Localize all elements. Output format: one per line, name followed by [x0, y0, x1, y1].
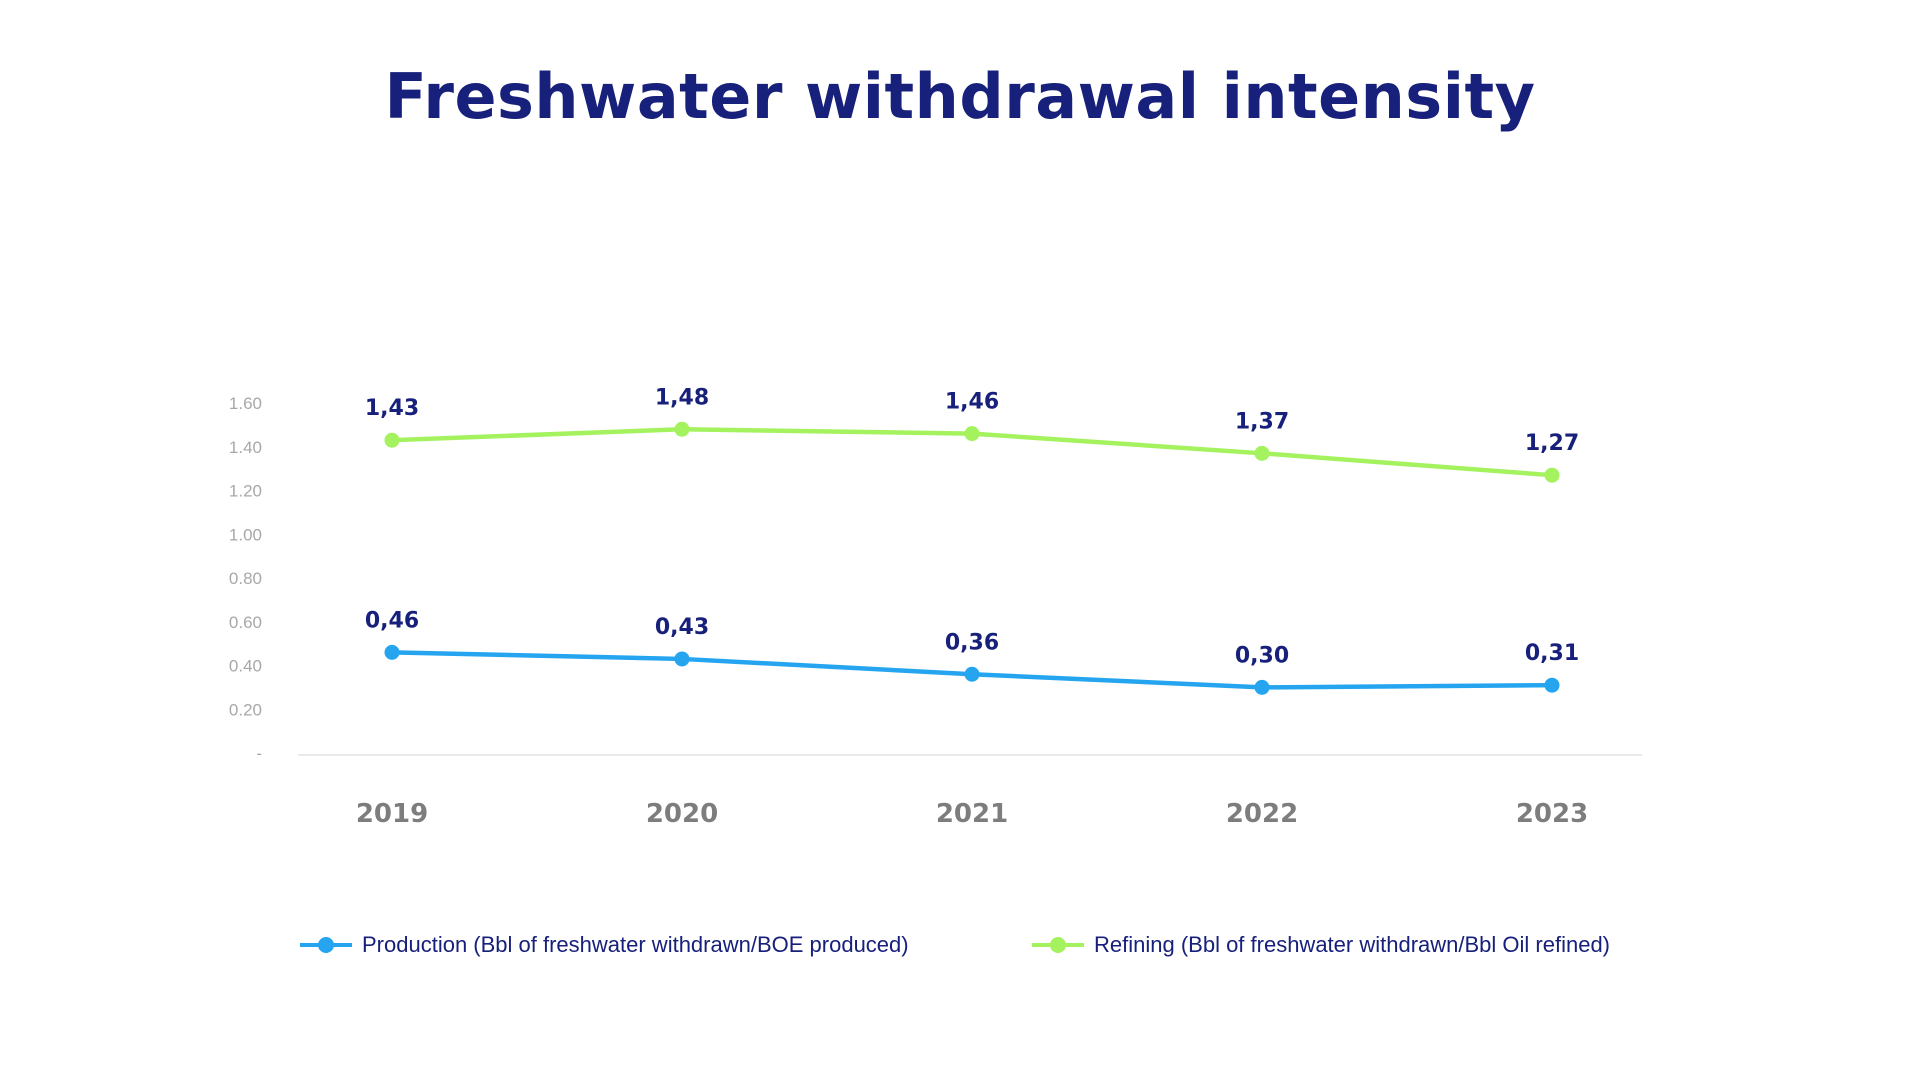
data-label-production: 0,30 [1235, 643, 1289, 668]
legend-refining: Refining (Bbl of freshwater withdrawn/Bb… [1032, 930, 1610, 960]
data-label-refining: 1,27 [1525, 431, 1579, 456]
y-tick-label: 1.20 [229, 482, 262, 501]
y-tick-label: 0.20 [229, 700, 262, 719]
x-tick-label: 2020 [646, 799, 718, 829]
legend-production: Production (Bbl of freshwater withdrawn/… [300, 930, 909, 960]
legend-production-dot [318, 937, 334, 953]
data-point-refining [1254, 445, 1270, 461]
legend-production-label: Production (Bbl of freshwater withdrawn/… [362, 932, 909, 957]
data-label-refining: 1,46 [945, 390, 999, 415]
x-tick-label: 2023 [1516, 799, 1588, 829]
data-point-refining [384, 432, 400, 448]
data-point-production [1254, 679, 1270, 695]
data-point-refining [674, 421, 690, 437]
data-label-refining: 1,43 [365, 396, 419, 421]
x-tick-label: 2022 [1226, 799, 1298, 829]
y-tick-label: 1.40 [229, 438, 262, 457]
y-tick-label: - [256, 744, 262, 763]
data-label-refining: 1,37 [1235, 409, 1289, 434]
y-tick-label: 1.00 [229, 525, 262, 544]
y-tick-label: 0.80 [229, 569, 262, 588]
data-point-refining [1544, 467, 1560, 483]
data-label-production: 0,46 [365, 608, 419, 633]
data-point-production [384, 644, 400, 660]
legend-refining-label: Refining (Bbl of freshwater withdrawn/Bb… [1094, 932, 1611, 957]
data-label-refining: 1,48 [655, 385, 709, 410]
data-point-production [964, 666, 980, 682]
x-tick-label: 2019 [356, 799, 428, 829]
y-tick-label: 0.60 [229, 613, 262, 632]
data-label-production: 0,36 [945, 630, 999, 655]
legend-refining-marker [1032, 930, 1084, 960]
chart-title: Freshwater withdrawal intensity [384, 60, 1536, 133]
x-tick-label: 2021 [936, 799, 1008, 829]
data-label-production: 0,43 [655, 615, 709, 640]
data-point-refining [964, 426, 980, 442]
data-point-production [674, 651, 690, 667]
data-point-production [1544, 677, 1560, 693]
legend-production-marker [300, 930, 352, 960]
data-label-production: 0,31 [1525, 641, 1579, 666]
legend-refining-dot [1050, 937, 1066, 953]
y-tick-label: 0.40 [229, 657, 262, 676]
y-tick-label: 1.60 [229, 394, 262, 413]
